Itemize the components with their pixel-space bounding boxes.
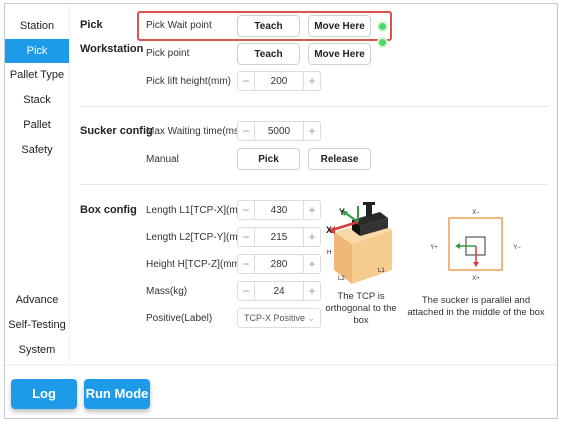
box-outline — [448, 217, 503, 271]
decrement-button[interactable]: − — [237, 281, 255, 301]
mass-stepper: − 24 + — [237, 281, 321, 301]
sidebar-item-self-testing[interactable]: Self-Testing — [8, 319, 66, 331]
pick-wait-point-label: Pick Wait point — [146, 20, 212, 31]
x-arrow-head — [328, 226, 335, 234]
run-mode-button[interactable]: Run Mode — [84, 379, 150, 409]
y-direction-head — [455, 243, 460, 249]
pick-lift-height-input[interactable]: 200 — [255, 71, 303, 91]
x-plus-label: X+ — [472, 276, 480, 282]
move-here-pick-point-button[interactable]: Move Here — [308, 43, 371, 65]
teach-wait-point-button[interactable]: Teach — [237, 15, 300, 37]
section-title-workstation: Workstation — [80, 43, 144, 55]
box-left-face — [334, 232, 352, 284]
release-button[interactable]: Release — [308, 148, 371, 170]
increment-button[interactable]: + — [303, 200, 321, 220]
max-waiting-time-label: Max Waiting time(ms) — [146, 126, 243, 137]
top-view-illustration: X− Y+ Y− X+ — [430, 210, 521, 282]
height-h-input[interactable]: 280 — [255, 254, 303, 274]
sidebar-item-system[interactable]: System — [18, 344, 56, 356]
decrement-button[interactable]: − — [237, 227, 255, 247]
wait-point-status-dot — [379, 23, 386, 30]
log-button[interactable]: Log — [11, 379, 77, 409]
length-l2-input[interactable]: 215 — [255, 227, 303, 247]
box-3d-illustration: Y X H L2 L1 — [326, 202, 392, 284]
highlight-box — [137, 11, 392, 41]
increment-button[interactable]: + — [303, 254, 321, 274]
increment-button[interactable]: + — [303, 71, 321, 91]
pick-point-status-dot — [379, 39, 386, 46]
box-caption: The TCP is orthogonal to the box — [325, 291, 397, 326]
increment-button[interactable]: + — [303, 281, 321, 301]
increment-button[interactable]: + — [303, 121, 321, 141]
box-dim-h-label: H — [327, 250, 331, 256]
y-minus-label: Y− — [513, 245, 521, 251]
mass-input[interactable]: 24 — [255, 281, 303, 301]
length-l2-label: Length L2[TCP-Y](mm) — [146, 232, 250, 243]
decrement-button[interactable]: − — [237, 71, 255, 91]
sidebar-item-safety[interactable]: Safety — [21, 144, 53, 156]
height-h-stepper: − 280 + — [237, 254, 321, 274]
pick-lift-height-stepper: − 200 + — [237, 71, 321, 91]
height-h-label: Height H[TCP-Z](mm) — [146, 259, 244, 270]
length-l1-input[interactable]: 430 — [255, 200, 303, 220]
sidebar-item-pallet-type[interactable]: Pallet Type — [9, 69, 65, 81]
sidebar-item-pallet[interactable]: Pallet — [23, 119, 51, 131]
manual-label: Manual — [146, 154, 179, 165]
box-front-face — [352, 230, 392, 284]
box-axis-x-label: X — [326, 225, 332, 235]
positive-select-value: TCP-X Positive — [244, 313, 306, 323]
gripper-mount — [366, 204, 372, 216]
teach-pick-point-button[interactable]: Teach — [237, 43, 300, 65]
section-title-box-config: Box config — [80, 204, 137, 216]
y-arrow-head — [342, 210, 348, 216]
pick-point-label: Pick point — [146, 48, 190, 59]
section-divider — [80, 184, 548, 185]
x-minus-label: X− — [472, 210, 480, 216]
box-dim-l1-label: L1 — [378, 268, 385, 274]
top-view-caption: The sucker is parallel and attached in t… — [407, 295, 545, 318]
length-l2-stepper: − 215 + — [237, 227, 321, 247]
sidebar-item-stack[interactable]: Stack — [23, 94, 51, 106]
max-waiting-time-input[interactable]: 5000 — [255, 121, 303, 141]
decrement-button[interactable]: − — [237, 254, 255, 274]
sidebar-item-station[interactable]: Station — [19, 20, 55, 32]
box-axis-y-label: Y — [339, 207, 345, 217]
sidebar-item-advance[interactable]: Advance — [15, 294, 59, 306]
decrement-button[interactable]: − — [237, 200, 255, 220]
pick-lift-height-label: Pick lift height(mm) — [146, 76, 232, 87]
x-axis-arrow — [331, 220, 359, 232]
section-title-sucker-config: Sucker config — [80, 125, 153, 137]
decrement-button[interactable]: − — [237, 121, 255, 141]
section-divider — [80, 106, 548, 107]
length-l1-stepper: − 430 + — [237, 200, 321, 220]
x-direction-head — [473, 262, 479, 267]
chevron-down-icon: ⌄ — [307, 313, 315, 323]
max-waiting-time-stepper: − 5000 + — [237, 121, 321, 141]
gripper-flange — [363, 202, 375, 205]
positive-label: Positive(Label) — [146, 313, 213, 324]
suction-gripper-front — [360, 218, 388, 236]
sidebar-item-pick[interactable]: Pick — [5, 39, 69, 63]
pick-button[interactable]: Pick — [237, 148, 300, 170]
length-l1-label: Length L1[TCP-X](mm) — [146, 205, 250, 216]
increment-button[interactable]: + — [303, 227, 321, 247]
box-dim-l2-label: L2 — [338, 276, 345, 282]
mass-label: Mass(kg) — [146, 286, 188, 297]
sidebar: Station Pick Pallet Type Stack Pallet Sa… — [5, 4, 69, 364]
positive-select[interactable]: TCP-X Positive ⌄ — [237, 308, 321, 328]
suction-gripper-top — [352, 212, 388, 226]
y-plus-label: Y+ — [430, 245, 438, 251]
y-axis-arrow — [343, 211, 359, 223]
section-title-pick: Pick — [80, 19, 103, 31]
move-here-wait-point-button[interactable]: Move Here — [308, 15, 371, 37]
